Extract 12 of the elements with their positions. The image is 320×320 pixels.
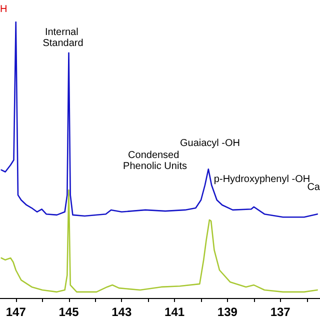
x-tick-label: 141 bbox=[164, 305, 185, 319]
x-tick-label: 143 bbox=[112, 305, 132, 319]
annotation: Ca bbox=[307, 182, 320, 193]
x-tick-label: 145 bbox=[58, 305, 80, 319]
x-tick-label: 139 bbox=[217, 305, 238, 319]
annotation: Guaiacyl -OH bbox=[180, 138, 240, 149]
annotation: p-Hydroxyphenyl -OH bbox=[214, 174, 310, 185]
x-tick-label: 137 bbox=[270, 305, 291, 319]
annotation: Condensed Phenolic Units bbox=[123, 150, 187, 172]
text: H bbox=[0, 4, 8, 15]
x-tick-label: 147 bbox=[6, 305, 26, 319]
annotation: Internal Standard bbox=[42, 27, 84, 49]
